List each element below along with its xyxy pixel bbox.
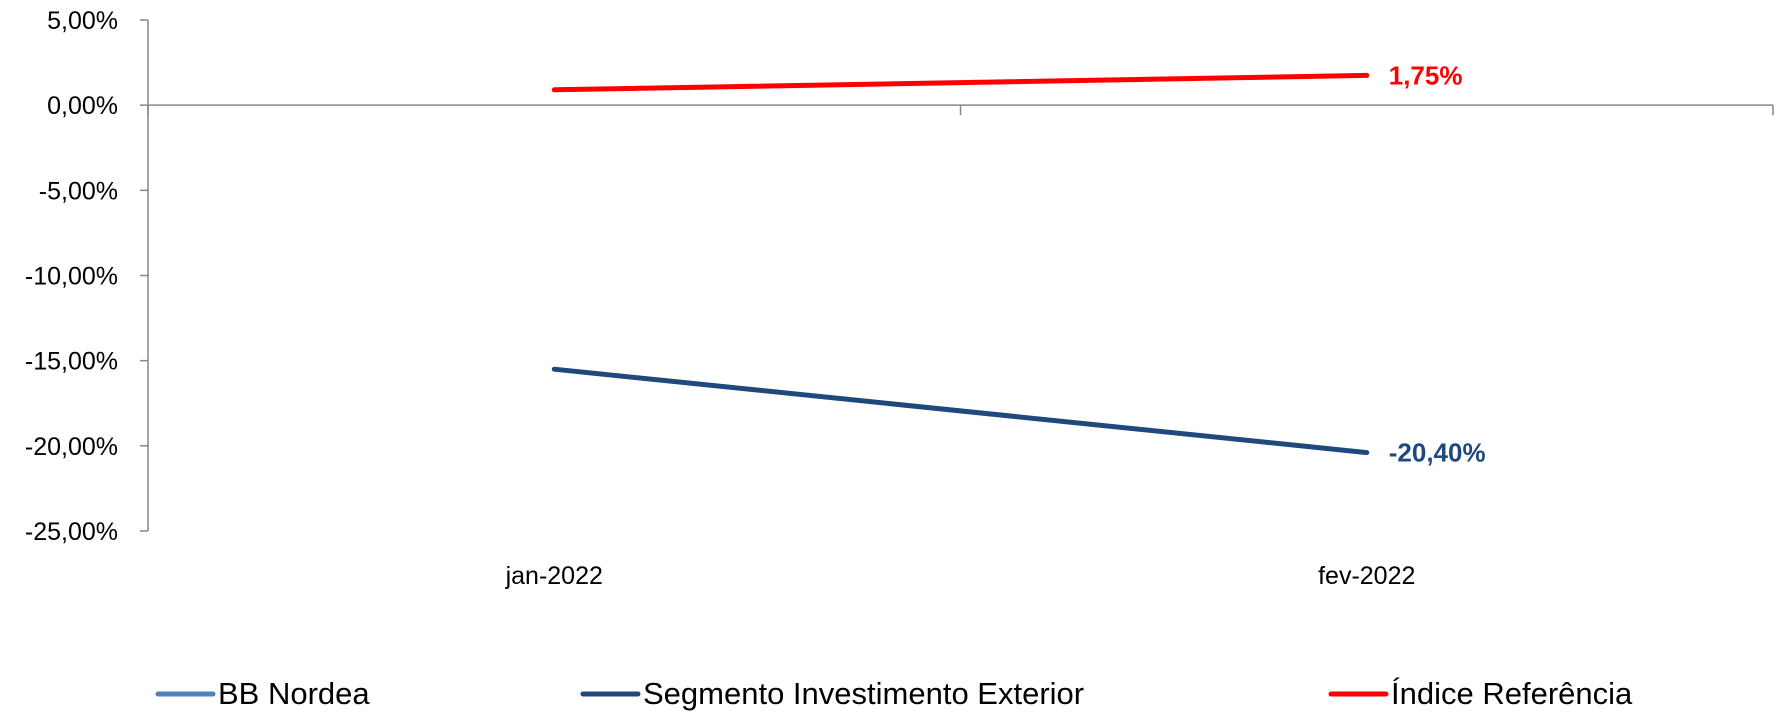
data-label: 1,75% [1389,60,1463,90]
series-line [551,72,1370,93]
series-lines [551,72,1370,456]
y-tick-label: 0,00% [47,92,118,120]
legend-label: Índice Referência [1391,676,1633,711]
x-tick-label: jan-2022 [505,562,603,590]
y-tick-label: 5,00% [47,7,118,35]
x-tick-label: fev-2022 [1318,562,1415,590]
legend-label: BB Nordea [218,676,370,711]
y-tick-label: -10,00% [25,263,118,291]
x-axis-tick-labels: jan-2022 fev-2022 [505,562,1416,590]
data-labels: -20,40% 1,75% [1389,60,1486,467]
y-tick-label: -20,00% [25,433,118,461]
legend: BB Nordea Segmento Investimento Exterior Í… [155,676,1633,711]
data-label: -20,40% [1389,438,1486,468]
series-line [551,366,1370,456]
y-tick-label: -5,00% [39,177,118,205]
y-axis-tick-labels: 5,00% 0,00% -5,00% -10,00% -15,00% -20,00% -25… [25,7,118,546]
axes [140,19,1774,532]
y-tick-label: -25,00% [25,518,118,546]
legend-label: Segmento Investimento Exterior [643,676,1084,711]
y-tick-label: -15,00% [25,348,118,376]
